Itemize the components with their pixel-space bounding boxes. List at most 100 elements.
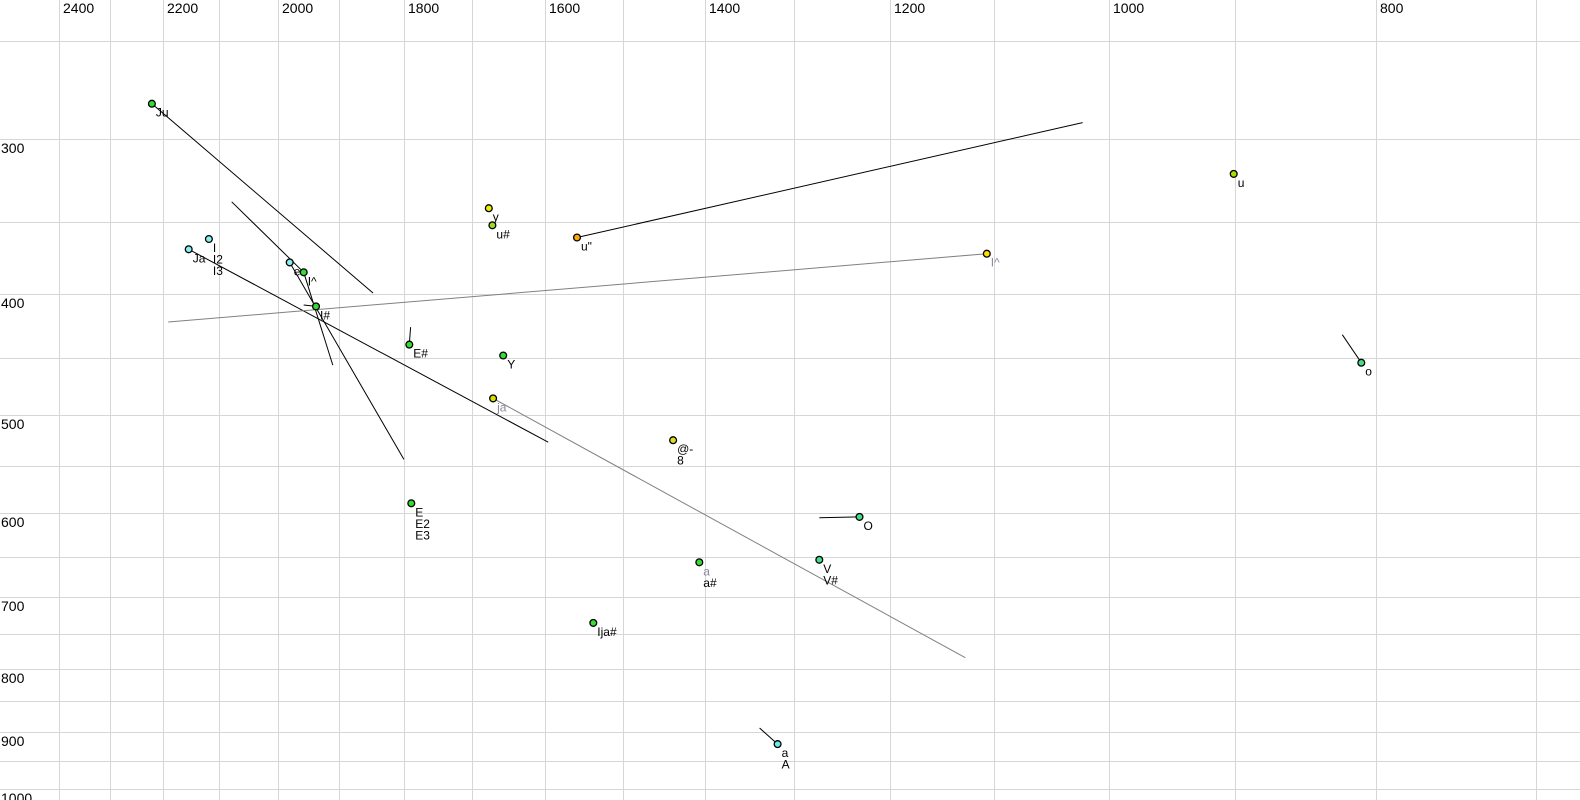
x-axis-tick-label: 2000	[282, 0, 313, 16]
vowel-point-group: I#	[311, 302, 330, 322]
vowel-point	[589, 618, 598, 627]
vowel-point-label: V	[823, 562, 831, 576]
y-axis-tick-label: 500	[1, 416, 25, 432]
vowel-point-label: E3	[415, 528, 430, 542]
data-points: JuII2I3JaeI^I#yu#u"E#Yja@-8EE2E3Oaa#VV#I…	[147, 99, 1372, 772]
vowel-point-group: Ja	[184, 245, 206, 265]
vowel-point	[299, 268, 308, 277]
vowel-point-label: V#	[823, 573, 838, 587]
trajectory-line	[289, 262, 405, 460]
vowel-point-group: aa#	[695, 558, 717, 590]
x-axis-tick-label: 1400	[709, 0, 740, 16]
vowel-point-group: u	[1229, 169, 1245, 190]
trajectory-line	[492, 397, 966, 659]
vowel-point-label: Ja	[193, 251, 206, 265]
vowel-point-label: 8	[677, 454, 684, 468]
vowel-point-label: E	[415, 505, 423, 519]
vowel-point-label: I3	[213, 264, 223, 278]
vowel-point-group: u#	[488, 221, 510, 241]
x-axis-tick-label: 2400	[63, 0, 94, 16]
vowel-point	[147, 99, 156, 108]
vowel-point-group: @-8	[669, 436, 693, 468]
vowel-point	[499, 351, 508, 360]
trajectory-line	[1341, 334, 1362, 363]
y-axis-tick-label: 400	[1, 295, 25, 311]
vowel-point-label: Ija#	[597, 625, 617, 639]
vowel-point-group: Ija#	[589, 618, 617, 639]
trajectory-line	[819, 516, 860, 519]
vowel-point-group: O	[855, 512, 873, 533]
y-axis-tick-label: 700	[1, 598, 25, 614]
vowel-point-label: E#	[413, 347, 428, 361]
vowel-point	[855, 512, 864, 521]
x-axis-tick-label: 1200	[894, 0, 925, 16]
vowel-point-label: u"	[581, 240, 592, 254]
x-axis-tick-label: 1800	[408, 0, 439, 16]
vowel-point-group: o	[1357, 358, 1372, 379]
vowel-point-label: e	[294, 264, 301, 278]
vowel-point-label: I	[213, 241, 216, 255]
y-axis-tick-label: 300	[1, 140, 25, 156]
vowel-point-label: I^	[991, 256, 1000, 270]
vowel-point-label: o	[1365, 365, 1372, 379]
vowel-point	[184, 245, 193, 254]
vowel-point-group: I^	[299, 268, 317, 288]
trajectory-line	[576, 122, 1083, 238]
vowel-point	[311, 302, 321, 311]
trajectory-line	[168, 253, 987, 323]
vowel-point-label: E2	[415, 517, 430, 531]
vowel-point-label: I2	[213, 253, 223, 267]
vowel-point-label: O	[864, 519, 873, 533]
y-axis-tick-label: 900	[1, 733, 25, 749]
vowel-point-group: I^	[982, 249, 1000, 270]
vowel-point	[773, 740, 782, 749]
vowel-point-label: A	[782, 758, 790, 772]
vowel-point	[572, 233, 582, 242]
y-axis-tick-label: 800	[1, 670, 25, 686]
y-axis-tick-label: 600	[1, 514, 25, 530]
vowel-point-label: y	[493, 210, 499, 224]
vowel-point-group: e	[285, 258, 301, 278]
vowel-point-label: @-	[677, 442, 693, 456]
vowel-point	[484, 204, 493, 213]
vowel-point	[669, 436, 678, 445]
vowel-point	[285, 258, 294, 267]
vowel-point	[1229, 169, 1238, 178]
trajectory-line	[303, 272, 334, 366]
x-axis-tick-label: 1000	[1113, 0, 1144, 16]
vowel-point	[982, 249, 991, 258]
vowel-point-label: u	[1238, 176, 1245, 190]
vowel-point-group: y	[484, 204, 499, 224]
vowel-point	[1357, 358, 1366, 367]
vowel-point-label: a	[703, 564, 710, 578]
vowel-point-label: I^	[308, 274, 317, 288]
vowel-point-label: a#	[703, 576, 717, 590]
vowel-point-group: u"	[572, 233, 592, 254]
vowel-point-group: VV#	[815, 555, 838, 587]
vowel-point	[405, 340, 414, 349]
vowel-point-group: aA	[773, 740, 790, 772]
vowel-point-label: I#	[320, 308, 330, 322]
vowel-point	[489, 394, 498, 403]
vowel-point-label: Ju	[156, 106, 169, 120]
trajectory-line	[188, 248, 549, 443]
vowel-point	[407, 499, 416, 508]
y-axis-tick-label: 1000	[1, 790, 32, 800]
x-axis-tick-label: 800	[1380, 0, 1404, 16]
x-axis-tick-label: 2200	[167, 0, 198, 16]
vowel-point	[204, 234, 213, 244]
vowel-point-group: E#	[405, 340, 428, 361]
vowel-point-group: Ju	[147, 99, 169, 120]
vowel-point-label: a	[782, 746, 789, 760]
x-axis-tick-label: 1600	[549, 0, 580, 16]
vowel-point	[815, 555, 824, 564]
vowel-point-label: ja	[496, 400, 507, 414]
vowel-point-label: Y	[507, 358, 515, 372]
vowel-point	[695, 558, 704, 567]
